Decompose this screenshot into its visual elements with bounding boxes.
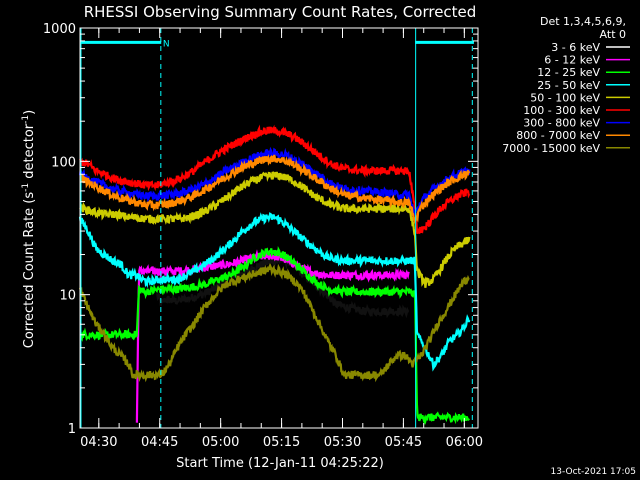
- series-line-9: [78, 263, 470, 383]
- chart-title: RHESSI Observing Summary Count Rates, Co…: [84, 3, 477, 21]
- x-tick-label: 06:00: [446, 435, 483, 450]
- x-tick-label: 05:30: [324, 435, 361, 450]
- legend-header-detectors: Det 1,3,4,5,6,9,: [540, 15, 626, 28]
- series-line-7: [78, 146, 471, 216]
- legend-header-attenuator: Att 0: [600, 28, 626, 41]
- y-tick-label: 100: [51, 155, 76, 170]
- axis-layer: 1 10 100 1000 04:30 04:45 05:00 05:15 05:30 05:45…: [43, 22, 483, 450]
- legend-label-7: 300 - 800 keV: [523, 117, 600, 130]
- legend-label-9: 7000 - 15000 keV: [502, 142, 600, 155]
- legend-label-3: 12 - 25 keV: [537, 66, 600, 79]
- legend-label-5: 50 - 100 keV: [530, 91, 600, 104]
- series-line-2: [135, 249, 410, 423]
- legend-label-1: 3 - 6 keV: [551, 41, 600, 54]
- legend-label-2: 6 - 12 keV: [544, 54, 600, 67]
- y-tick-label: 1: [68, 422, 76, 437]
- plot-data-layer: N: [78, 28, 474, 428]
- x-tick-label: 04:45: [141, 435, 178, 450]
- series-line-5: [79, 171, 471, 288]
- y-tick-label: 1000: [43, 22, 76, 37]
- x-tick-label: 04:30: [80, 435, 117, 450]
- x-axis-label: Start Time (12-Jan-11 04:25:22): [176, 456, 384, 471]
- series-line-8: [79, 154, 471, 225]
- legend-label-8: 800 - 7000 keV: [516, 129, 600, 142]
- plot-frame: [79, 27, 479, 429]
- x-tick-label: 05:15: [263, 435, 300, 450]
- legend-label-4: 25 - 50 keV: [537, 79, 600, 92]
- series-line-4: [78, 212, 471, 372]
- series-line-3: [79, 246, 471, 426]
- y-axis-label: Corrected Count Rate (s-1 detector-1): [21, 110, 37, 348]
- x-tick-label: 05:00: [202, 435, 239, 450]
- generation-timestamp: 13-Oct-2021 17:05: [551, 467, 636, 477]
- x-tick-label: 05:45: [385, 435, 422, 450]
- annotation-1: N: [163, 39, 170, 49]
- y-tick-label: 10: [59, 289, 76, 304]
- series-line-6: [79, 124, 471, 235]
- legend-label-6: 100 - 300 keV: [523, 104, 600, 117]
